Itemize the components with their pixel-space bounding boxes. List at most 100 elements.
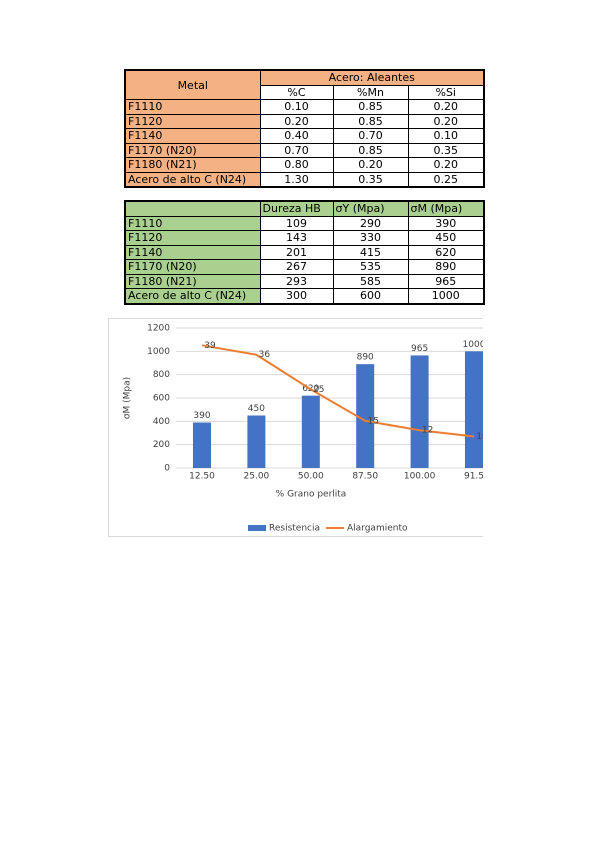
cell: 109 bbox=[259, 215, 334, 231]
cell: 293 bbox=[259, 273, 334, 289]
cell: 0.80 bbox=[259, 157, 334, 173]
data-label: 10 bbox=[476, 432, 483, 442]
data-label: 450 bbox=[248, 404, 265, 414]
cell: σM (Mpa) bbox=[407, 200, 485, 217]
cell: 0.20 bbox=[407, 157, 485, 173]
data-label: 39 bbox=[204, 341, 216, 351]
bar bbox=[356, 364, 375, 468]
row: F1180 (N21) 293 585 965 bbox=[124, 273, 485, 289]
data-label: 25 bbox=[313, 385, 324, 395]
bar bbox=[193, 422, 211, 468]
data-label: 15 bbox=[367, 416, 378, 426]
cell: 450 bbox=[407, 230, 485, 246]
cell: 585 bbox=[332, 273, 409, 289]
cell: 965 bbox=[407, 273, 485, 289]
cell: 0.85 bbox=[332, 99, 409, 115]
bar bbox=[410, 355, 429, 468]
x-tick-label: 12.50 bbox=[189, 472, 215, 482]
line bbox=[201, 344, 475, 438]
cell: F1170 (N20) bbox=[124, 259, 261, 275]
row: F1170 (N20) 0.70 0.85 0.35 bbox=[124, 142, 485, 158]
y-tick-label: 800 bbox=[153, 370, 170, 380]
row: F1180 (N21) 0.80 0.20 0.20 bbox=[124, 157, 485, 173]
cell: 330 bbox=[332, 230, 409, 246]
cell: 600 bbox=[332, 288, 409, 304]
bar bbox=[465, 351, 483, 468]
alloy-table: Metal Acero: Aleantes %C %Mn %Si F1110 0.10… bbox=[124, 69, 485, 188]
x-tick-label: 100.00 bbox=[404, 472, 436, 482]
cell: Acero de alto C (N24) bbox=[124, 288, 261, 304]
x-tick-label: 50.00 bbox=[298, 472, 324, 482]
legend-label: Alargamiento bbox=[347, 524, 408, 534]
cell: 0.85 bbox=[332, 113, 409, 129]
cell: 201 bbox=[259, 244, 334, 260]
y-tick-label: 1000 bbox=[147, 347, 170, 357]
cell: 620 bbox=[407, 244, 485, 260]
cell: F1110 bbox=[124, 99, 261, 115]
y-tick-label: 600 bbox=[153, 394, 170, 404]
cell: 390 bbox=[407, 215, 485, 231]
data-label: 390 bbox=[193, 411, 210, 421]
x-axis-title: % Grano perlita bbox=[276, 490, 347, 500]
row: F1120 0.20 0.85 0.20 bbox=[124, 113, 485, 129]
chart: σM (Mpa) % Grano perlita 0 200 400 600 800 10… bbox=[108, 318, 483, 537]
cell: 0.20 bbox=[407, 113, 485, 129]
cell: 1.30 bbox=[259, 171, 334, 188]
cell: F1120 bbox=[124, 230, 261, 246]
row: F1140 0.40 0.70 0.10 bbox=[124, 128, 485, 144]
cell: F1140 bbox=[124, 128, 261, 144]
cell: F1110 bbox=[124, 215, 261, 231]
cell: Dureza HB bbox=[259, 200, 334, 217]
header-cell: Acero: Aleantes bbox=[259, 69, 485, 86]
cell: 0.20 bbox=[259, 113, 334, 129]
x-tick-label: 25.00 bbox=[244, 472, 270, 482]
cell: 1000 bbox=[407, 288, 485, 304]
cell: 290 bbox=[332, 215, 409, 231]
bar bbox=[301, 395, 320, 468]
cell: 415 bbox=[332, 244, 409, 260]
cell: F1180 (N21) bbox=[124, 157, 261, 173]
y-tick-label: 400 bbox=[153, 417, 170, 427]
cell: σY (Mpa) bbox=[332, 200, 409, 217]
cell: 143 bbox=[259, 230, 334, 246]
cell: F1120 bbox=[124, 113, 261, 129]
cell: 0.85 bbox=[332, 142, 409, 158]
data-label: 1000 bbox=[463, 340, 483, 350]
cell: 0.35 bbox=[407, 142, 485, 158]
row: Acero de alto C (N24) 1.30 0.35 0.25 bbox=[124, 171, 485, 188]
data-label: 965 bbox=[411, 344, 428, 354]
cell: 0.10 bbox=[407, 128, 485, 144]
cell: 0.10 bbox=[259, 99, 334, 115]
cell: 0.25 bbox=[407, 171, 485, 188]
y-tick-label: 1200 bbox=[147, 324, 170, 334]
properties-table: Dureza HB σY (Mpa) σM (Mpa) F1110 109 290 390… bbox=[124, 200, 485, 305]
cell: 0.20 bbox=[407, 99, 485, 115]
cell: %C bbox=[259, 84, 334, 100]
row: F1120 143 330 450 bbox=[124, 230, 485, 246]
cell: 0.40 bbox=[259, 128, 334, 144]
x-tick-label: 87.50 bbox=[352, 472, 378, 482]
header-cell bbox=[124, 200, 261, 217]
data-label: 12 bbox=[422, 426, 433, 436]
cell: %Si bbox=[407, 84, 485, 100]
row: F1140 201 415 620 bbox=[124, 244, 485, 260]
row: Acero de alto C (N24) 300 600 1000 bbox=[124, 288, 485, 304]
cell: 300 bbox=[259, 288, 334, 304]
cell: F1140 bbox=[124, 244, 261, 260]
legend-swatch bbox=[248, 525, 266, 531]
cell: 0.20 bbox=[332, 157, 409, 173]
cell: 0.35 bbox=[332, 171, 409, 188]
cell: F1170 (N20) bbox=[124, 142, 261, 158]
row: F1110 109 290 390 bbox=[124, 215, 485, 231]
data-label: 36 bbox=[259, 350, 271, 360]
header-cell: Metal bbox=[124, 69, 261, 100]
y-tick-label: 200 bbox=[153, 440, 170, 450]
cell: 890 bbox=[407, 259, 485, 275]
bar bbox=[247, 415, 266, 468]
row: F1170 (N20) 267 535 890 bbox=[124, 259, 485, 275]
legend-label: Resistencia bbox=[269, 524, 320, 534]
x-tick-label: 91.5 bbox=[464, 472, 483, 482]
cell: %Mn bbox=[332, 84, 409, 100]
data-label: 890 bbox=[357, 353, 374, 363]
